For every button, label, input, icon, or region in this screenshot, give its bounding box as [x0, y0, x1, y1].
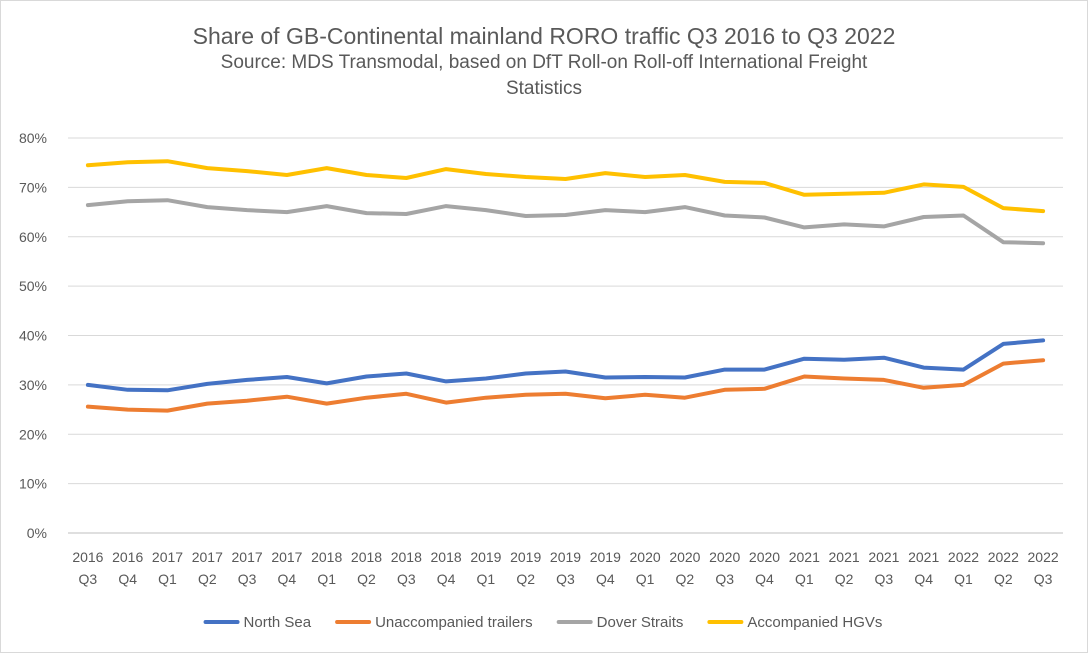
series-lines: [85, 159, 1046, 413]
series-line-north-sea: [85, 338, 1046, 393]
x-tick-year: 2021: [789, 549, 820, 565]
x-tick-quarter: Q2: [198, 571, 217, 587]
legend-label-dover-straits: Dover Straits: [597, 614, 684, 631]
chart-subtitle-line-2: Statistics: [505, 78, 583, 99]
x-tick-quarter: Q4: [437, 571, 456, 587]
x-tick-quarter: Q1: [795, 571, 814, 587]
x-tick-quarter: Q4: [118, 571, 137, 587]
x-tick-year: 2021: [829, 549, 860, 565]
y-tick-label: 70%: [19, 179, 47, 195]
y-tick-label: 10%: [19, 476, 47, 492]
x-tick-year: 2018: [351, 549, 382, 565]
x-tick-year: 2020: [630, 549, 661, 565]
series-line-unaccompanied-trailers: [85, 358, 1046, 413]
x-tick-year: 2022: [948, 549, 979, 565]
x-tick-year: 2018: [431, 549, 462, 565]
legend: North Sea Unaccompanied trailers Dover Str…: [203, 614, 882, 631]
x-tick-quarter: Q1: [477, 571, 496, 587]
y-tick-label: 20%: [19, 426, 47, 442]
x-tick-year: 2022: [1028, 549, 1059, 565]
x-tick-quarter: Q1: [954, 571, 973, 587]
x-tick-year: 2021: [868, 549, 899, 565]
x-tick-quarter: Q4: [755, 571, 774, 587]
x-tick-quarter: Q2: [516, 571, 535, 587]
x-tick-quarter: Q3: [1034, 571, 1053, 587]
x-tick-year: 2020: [749, 549, 780, 565]
series-line-accompanied-hgvs: [85, 159, 1046, 214]
x-tick-year: 2018: [391, 549, 422, 565]
x-tick-year: 2019: [470, 549, 501, 565]
legend-label-north-sea: North Sea: [244, 614, 312, 631]
y-tick-label: 40%: [19, 328, 47, 344]
x-tick-year: 2020: [669, 549, 700, 565]
y-axis: 0% 10% 20% 30% 40% 50% 60% 70% 80%: [19, 130, 47, 541]
x-tick-quarter: Q4: [596, 571, 615, 587]
x-tick-quarter: Q3: [556, 571, 575, 587]
chart-subtitle-line-1: Source: MDS Transmodal, based on DfT Rol…: [220, 52, 868, 73]
x-tick-quarter: Q1: [317, 571, 336, 587]
gridlines: [68, 137, 1063, 534]
x-tick-quarter: Q2: [994, 571, 1013, 587]
y-tick-label: 30%: [19, 377, 47, 393]
x-tick-quarter: Q3: [79, 571, 98, 587]
x-tick-year: 2021: [908, 549, 939, 565]
x-tick-quarter: Q3: [715, 571, 734, 587]
x-tick-year: 2020: [709, 549, 740, 565]
x-tick-quarter: Q2: [676, 571, 695, 587]
legend-label-unaccompanied-trailers: Unaccompanied trailers: [375, 614, 533, 631]
x-tick-quarter: Q4: [278, 571, 297, 587]
x-tick-year: 2017: [152, 549, 183, 565]
x-tick-year: 2017: [271, 549, 302, 565]
x-tick-quarter: Q3: [397, 571, 416, 587]
x-tick-quarter: Q2: [357, 571, 376, 587]
x-tick-quarter: Q2: [835, 571, 854, 587]
x-tick-year: 2017: [192, 549, 223, 565]
x-axis: 2016 Q3 2016 Q4 2017 Q1 2017 Q2 2017 Q3 2017 Q4 2018…: [72, 549, 1059, 587]
x-tick-year: 2016: [72, 549, 103, 565]
x-tick-quarter: Q3: [238, 571, 257, 587]
x-tick-year: 2019: [590, 549, 621, 565]
x-tick-year: 2016: [112, 549, 143, 565]
x-tick-year: 2018: [311, 549, 342, 565]
series-line-dover-straits: [85, 198, 1046, 246]
x-tick-year: 2019: [510, 549, 541, 565]
x-tick-year: 2017: [232, 549, 263, 565]
x-tick-quarter: Q4: [914, 571, 933, 587]
y-tick-label: 60%: [19, 229, 47, 245]
y-tick-label: 50%: [19, 278, 47, 294]
x-tick-year: 2022: [988, 549, 1019, 565]
x-tick-year: 2019: [550, 549, 581, 565]
x-tick-quarter: Q1: [158, 571, 177, 587]
x-tick-quarter: Q3: [875, 571, 894, 587]
x-tick-quarter: Q1: [636, 571, 655, 587]
chart-title-block: Share of GB-Continental mainland RORO tr…: [0, 22, 1088, 102]
legend-label-accompanied-hgvs: Accompanied HGVs: [747, 614, 882, 631]
y-tick-label: 80%: [19, 130, 47, 146]
chart-title: Share of GB-Continental mainland RORO tr…: [192, 23, 896, 49]
y-tick-label: 0%: [27, 525, 47, 541]
